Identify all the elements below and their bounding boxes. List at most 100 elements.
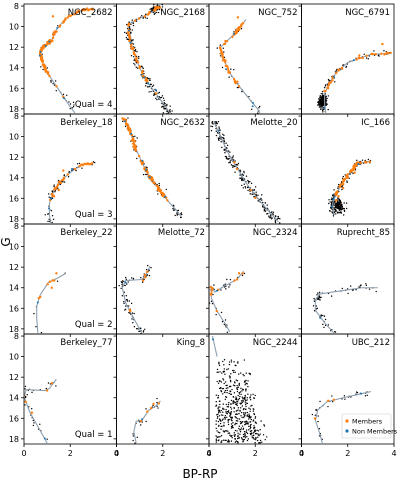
field-star-point [342, 207, 344, 209]
member-point [48, 280, 52, 283]
field-star-point [230, 427, 233, 429]
field-star-point [345, 207, 348, 210]
field-star-point [121, 280, 124, 282]
field-star-point [59, 183, 61, 186]
field-star-point [237, 399, 240, 401]
field-star-point [239, 421, 242, 423]
field-star-point [323, 326, 325, 329]
member-point [233, 279, 236, 282]
field-star-point [244, 384, 246, 386]
member-point [236, 80, 239, 83]
field-star-point [234, 441, 237, 443]
panel-berkeley_18: Berkeley_18 Qual = 3 8 10 12 14 16 18 [9, 112, 117, 227]
field-star-point [53, 185, 55, 188]
field-star-point [171, 110, 173, 112]
field-star-point [250, 182, 253, 185]
field-star-point [132, 43, 135, 45]
member-point [41, 63, 45, 66]
field-star-point [327, 78, 330, 81]
nonmember-point [319, 316, 322, 319]
isochrone-line [39, 7, 94, 114]
member-point [324, 89, 327, 93]
field-star-point [272, 213, 274, 215]
field-star-point [123, 31, 126, 34]
field-star-point [149, 83, 152, 85]
panel-title: UBC_212 [352, 338, 390, 348]
member-point [210, 289, 214, 292]
field-star-point [228, 161, 230, 164]
y-tick-label: 18 [9, 435, 19, 444]
field-star-point [218, 126, 220, 128]
field-star-point [221, 419, 224, 421]
panel-ic_166: IC_166 [298, 113, 395, 227]
field-star-point [142, 330, 145, 332]
y-tick-label: 18 [9, 105, 19, 114]
member-point [235, 167, 239, 171]
panel-frame [23, 223, 117, 335]
field-star-point [263, 208, 266, 210]
field-star-point [264, 438, 266, 441]
field-star-point [333, 207, 335, 209]
panel-ngc_2682: NGC_2682 Qual = 4 8 10 12 14 16 18 [9, 2, 117, 117]
panel-frame [301, 223, 395, 335]
field-star-point [224, 381, 227, 383]
panel-melotte_72: Melotte_72 [113, 223, 210, 337]
field-star-point [346, 181, 348, 184]
field-star-point [331, 201, 333, 203]
field-star-point [246, 432, 249, 435]
member-point [134, 149, 137, 152]
field-star-point [254, 417, 256, 419]
field-star-point [219, 419, 222, 422]
member-point [331, 79, 334, 82]
field-star-point [150, 266, 152, 269]
field-star-point [121, 284, 123, 286]
field-star-point [63, 181, 66, 183]
field-star-point [233, 159, 235, 161]
field-star-point [118, 284, 120, 287]
quality-label: Qual = 3 [75, 210, 113, 220]
field-star-point [47, 382, 50, 384]
member-point [127, 22, 131, 25]
field-star-point [151, 8, 153, 11]
field-star-point [243, 272, 246, 275]
nonmember-point [48, 40, 51, 43]
field-star-point [237, 394, 239, 397]
member-point [359, 161, 363, 164]
field-star-point [269, 217, 271, 219]
panel-title: IC_166 [361, 118, 390, 128]
field-star-point [344, 398, 346, 400]
field-star-point [66, 94, 68, 96]
field-star-point [238, 418, 241, 420]
field-star-point [324, 85, 327, 87]
field-star-point [345, 202, 348, 204]
field-star-point [46, 438, 48, 440]
field-star-point [230, 359, 233, 361]
field-star-point [235, 397, 238, 399]
field-star-point [239, 422, 242, 425]
field-star-point [257, 436, 259, 439]
field-star-point [243, 381, 246, 383]
field-star-point [226, 391, 228, 394]
field-star-point [241, 405, 244, 407]
field-star-point [153, 93, 155, 95]
field-star-point [245, 175, 248, 177]
field-star-point [215, 130, 217, 132]
field-star-point [264, 202, 267, 204]
field-star-point [50, 80, 52, 82]
field-star-point [341, 287, 344, 290]
field-star-point [264, 210, 267, 212]
field-star-point [318, 427, 321, 430]
field-star-point [62, 181, 64, 183]
field-star-point [242, 433, 245, 436]
field-star-point [318, 106, 321, 108]
field-star-point [248, 418, 250, 420]
field-star-point [321, 98, 323, 100]
plot-area [311, 391, 371, 444]
field-star-point [121, 282, 124, 284]
nonmember-point [232, 32, 235, 35]
field-star-point [336, 204, 338, 207]
field-star-point [215, 441, 218, 443]
field-star-point [322, 106, 324, 109]
y-tick-label: 8 [14, 222, 19, 231]
y-tick-label: 16 [9, 304, 19, 313]
